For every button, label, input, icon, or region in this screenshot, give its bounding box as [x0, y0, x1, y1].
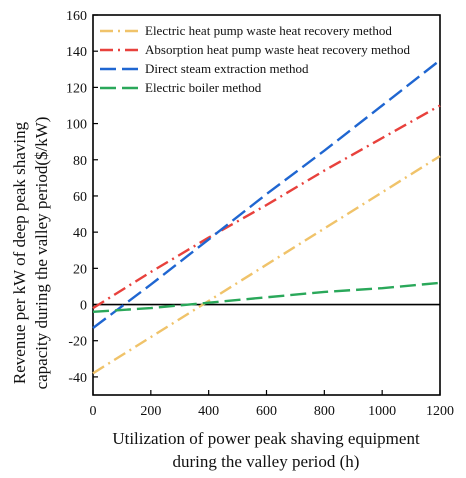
y-tick-label: 80 — [73, 154, 87, 169]
x-tick-label: 400 — [198, 404, 219, 419]
legend-label-4: Electric boiler method — [145, 80, 262, 95]
y-tick-label: 40 — [73, 226, 87, 241]
y-tick-label: 160 — [66, 9, 87, 24]
x-tick-label: 800 — [314, 404, 335, 419]
x-axis-label-line-2: during the valley period (h) — [173, 452, 360, 471]
x-tick-label: 0 — [90, 404, 97, 419]
y-tick-label: 120 — [66, 81, 87, 96]
legend-label-2: Absorption heat pump waste heat recovery… — [145, 42, 410, 57]
x-tick-label: 1200 — [426, 404, 454, 419]
y-tick-label: 100 — [66, 118, 87, 133]
y-tick-label: 0 — [80, 299, 87, 314]
y-axis-label-line-1: Revenue per kW of deep peak shaving — [10, 121, 29, 384]
y-tick-label: 140 — [66, 45, 87, 60]
y-tick-label: 20 — [73, 262, 87, 277]
x-tick-label: 200 — [140, 404, 161, 419]
series-lines — [92, 59, 441, 375]
x-axis-label-line-1: Utilization of power peak shaving equipm… — [112, 429, 420, 448]
series-line-1 — [92, 155, 441, 375]
y-tick-label: 60 — [73, 190, 87, 205]
x-tick-label: 1000 — [368, 404, 396, 419]
legend-label-1: Electric heat pump waste heat recovery m… — [145, 23, 392, 38]
series-line-3 — [92, 59, 441, 329]
y-tick-label: -40 — [68, 371, 87, 386]
y-axis-label-line-2: capacity during the valley period($/kW) — [32, 117, 51, 390]
x-tick-label: 600 — [256, 404, 277, 419]
series-line-4 — [92, 281, 441, 313]
tick-labels: -40 -20 0 20 40 60 80 100 120 140 160 0 200 400 600 800… — [66, 9, 454, 419]
legend-label-3: Direct steam extraction method — [145, 61, 309, 76]
series-line-2 — [92, 104, 441, 310]
y-tick-label: -20 — [68, 335, 87, 350]
legend: Electric heat pump waste heat recovery m… — [100, 23, 410, 95]
